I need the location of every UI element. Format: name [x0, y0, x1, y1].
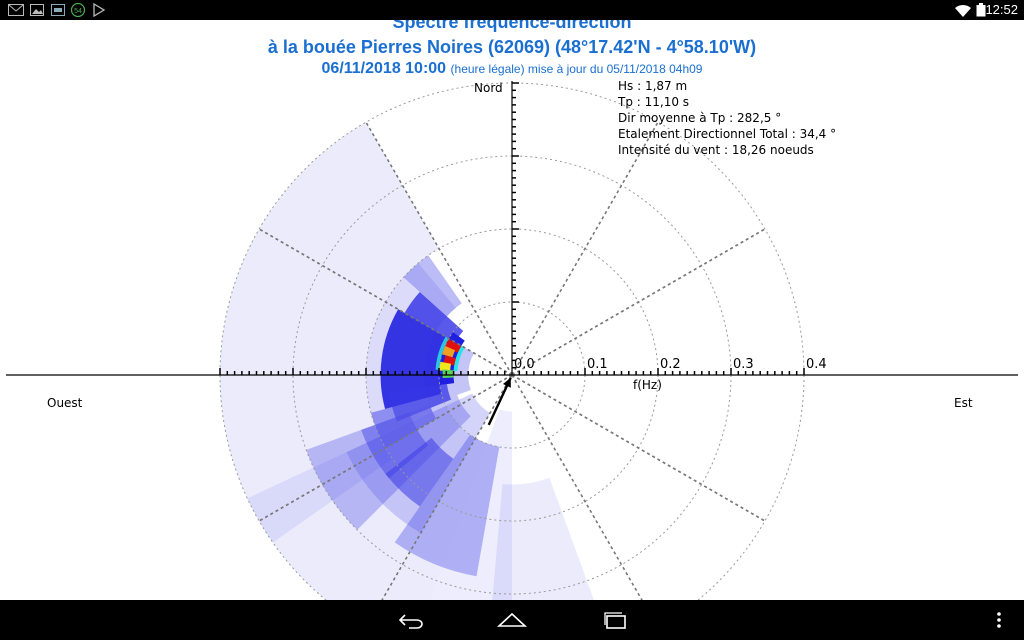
heat-cell-ring [453, 345, 465, 372]
home-icon [497, 612, 527, 627]
east-label: Est [954, 396, 973, 410]
status-clock: 12:52 [985, 2, 1018, 17]
heat-cell-lobe [370, 397, 437, 448]
spread-value: Etalement Directionnel Total : 34,4 ° [618, 127, 837, 141]
back-button[interactable] [391, 608, 431, 632]
forecast-datetime: 06/11/2018 10:00 (heure légale) mise à j… [0, 60, 1024, 78]
grid-spoke [511, 121, 659, 376]
app-notification-icon [51, 3, 65, 17]
heat-cell-faint [219, 122, 439, 543]
forecast-date: 06/11/2018 10:00 [321, 60, 447, 77]
counter-badge-icon: 54 [70, 3, 86, 17]
heat-cell-peak [442, 345, 456, 358]
heat-cell-faint [492, 477, 594, 600]
grid-spoke [258, 228, 513, 376]
gallery-icon [30, 3, 44, 17]
recent-apps-icon [604, 612, 626, 629]
tick-label-3: 0.3 [733, 357, 754, 372]
heat-cell-lobe [404, 291, 464, 343]
grid-spoke [511, 374, 643, 600]
tick-label-1: 0.1 [587, 357, 608, 372]
grid-spoke [365, 121, 513, 376]
frequency-axis-label: f(Hz) [633, 378, 662, 392]
heat-cell-ring [448, 332, 465, 346]
heat-cell-lobe [403, 255, 462, 317]
grid-spoke [511, 374, 766, 522]
tick-label-2: 0.2 [660, 357, 681, 372]
heat-cell-faint [430, 409, 512, 600]
overflow-menu-icon [997, 612, 1001, 628]
hs-value: Hs : 1,87 m [618, 79, 688, 93]
chart-title: Spectre fréquence-direction [392, 20, 632, 32]
grid-spoke [258, 374, 513, 522]
grid-spoke [511, 228, 766, 376]
wind-direction-arrow [487, 377, 512, 426]
wind-value: Intensité du vent : 18,26 noeuds [618, 143, 814, 157]
heat-cell-peak [444, 339, 462, 353]
svg-text:54: 54 [74, 8, 82, 15]
recent-apps-button[interactable] [595, 608, 635, 632]
heat-cell-faint [306, 394, 471, 530]
heat-cell-lobe [380, 309, 449, 410]
status-bar: 54 12:52 [0, 0, 1024, 20]
update-note: (heure légale) mise à jour du 05/11/2018… [450, 62, 703, 76]
navigation-bar [0, 600, 1024, 640]
overflow-menu-button[interactable] [984, 608, 1014, 632]
heat-cell-peak [439, 361, 451, 372]
wifi-icon [954, 3, 972, 17]
home-button[interactable] [492, 608, 532, 632]
grid-spoke [381, 374, 513, 600]
north-label: Nord [474, 81, 503, 95]
play-store-icon [92, 3, 106, 17]
polar-spectrum-plot [6, 81, 1018, 600]
heat-cell-peak [442, 369, 454, 379]
gmail-icon [8, 3, 24, 17]
battery-icon [976, 3, 986, 17]
polar-axes [6, 81, 1018, 376]
west-label: Ouest [47, 396, 83, 410]
spectrum-view: Spectre fréquence-direction à la bouée P… [0, 20, 1024, 600]
tick-label-0: 0.0 [514, 357, 535, 372]
wind-arrow-head [502, 377, 511, 388]
buoy-location: à la bouée Pierres Noires (62069) (48°17… [267, 37, 757, 57]
mean-direction-value: Dir moyenne à Tp : 282,5 ° [618, 111, 782, 125]
tp-value: Tp : 11,10 s [618, 95, 690, 109]
back-icon [398, 614, 423, 629]
spectrum-heatmap [219, 122, 594, 600]
heat-cell-faint [385, 437, 454, 507]
tick-label-4: 0.4 [806, 357, 827, 372]
heat-cell-peak [443, 355, 457, 366]
